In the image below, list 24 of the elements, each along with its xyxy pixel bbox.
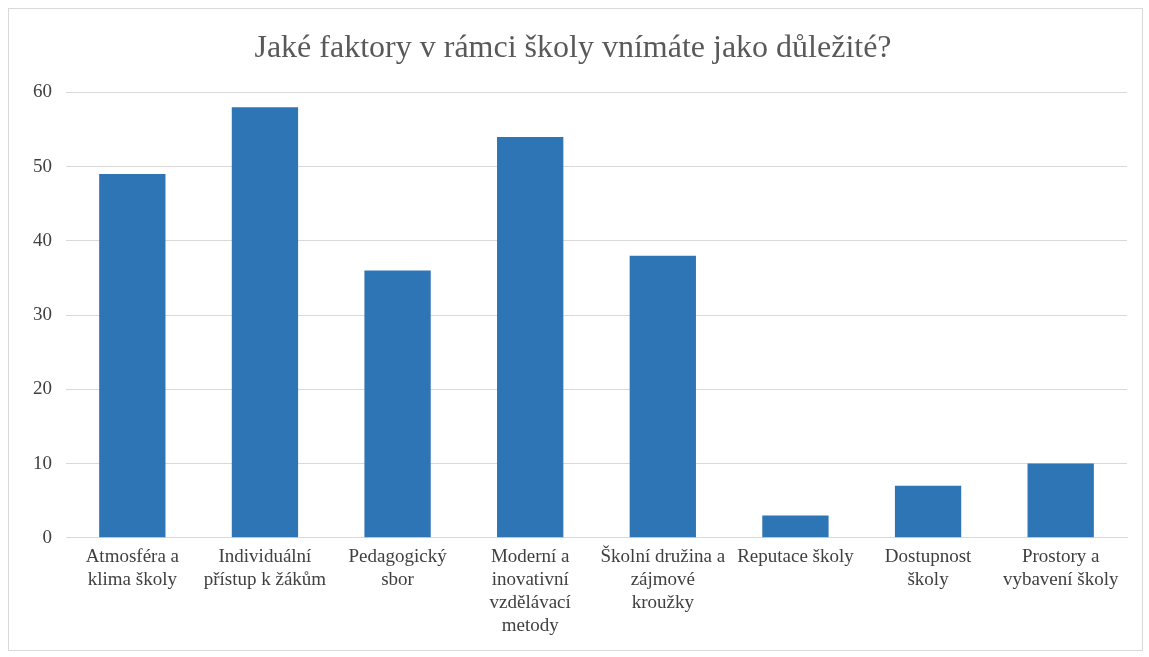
bar (894, 485, 962, 538)
chart-title: Jaké faktory v rámci školy vnímáte jako důležité? (254, 27, 892, 64)
x-tick-label: Prostory a vybavení školy (1002, 545, 1119, 589)
bar (1027, 463, 1094, 538)
x-tick-label: Atmosféra a klima školy (85, 545, 180, 589)
x-tick-label: Školní družina a zájmové kroužky (600, 545, 726, 612)
bar (497, 136, 564, 538)
y-tick-label: 0 (42, 525, 52, 547)
bar (231, 107, 299, 538)
x-tick-label: Pedagogický sbor (348, 545, 448, 589)
y-tick-label: 50 (33, 154, 52, 176)
y-tick-label: 10 (33, 451, 52, 473)
bar (762, 515, 829, 538)
x-tick-label: Individuální přístup k žákům (203, 545, 327, 589)
y-tick-label: 60 (33, 80, 52, 102)
bar (99, 174, 166, 538)
y-tick-label: 20 (33, 377, 52, 399)
bar (629, 255, 696, 538)
x-tick-label: Dostupnost školy (884, 545, 973, 589)
y-tick-label: 30 (33, 303, 52, 325)
x-tick-label: Moderní a inovativní vzdělávací metody (489, 545, 572, 635)
bar (364, 270, 431, 538)
x-tick-label: Reputace školy (737, 545, 855, 567)
y-tick-label: 40 (33, 228, 52, 250)
